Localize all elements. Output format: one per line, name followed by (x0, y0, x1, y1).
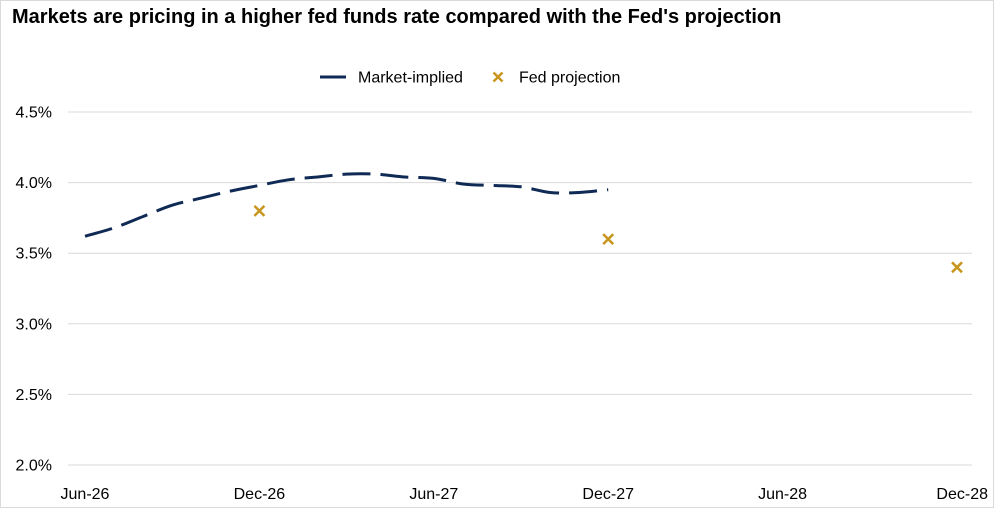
x-tick-label: Dec-28 (936, 486, 988, 503)
legend-item-fed-projection: Fed projection (492, 70, 620, 87)
legend: Market-implied Fed projection (320, 70, 620, 87)
y-tick-label: 2.5% (16, 387, 52, 404)
x-axis-ticks: Jun-26 Dec-26 Jun-27 Dec-27 Jun-28 Dec-28 (61, 486, 989, 503)
series-layer (84, 172, 963, 274)
market-implied-line (84, 172, 609, 238)
marker-stroke (951, 261, 963, 274)
y-tick-label: 3.5% (16, 246, 52, 263)
y-tick-label: 3.0% (16, 316, 52, 333)
legend-label-market-implied: Market-implied (358, 70, 463, 87)
marker-stroke (253, 204, 266, 217)
legend-swatch-stroke (492, 71, 504, 83)
marker-stroke (602, 233, 615, 245)
fed-projection-marker (253, 204, 266, 217)
fed-projection-marker (951, 261, 963, 274)
fed-projection-marker (602, 233, 615, 245)
chart-title: Markets are pricing in a higher fed fund… (12, 6, 782, 28)
legend-label-fed-projection: Fed projection (519, 70, 620, 87)
y-tick-label: 2.0% (16, 458, 52, 475)
gridlines (68, 111, 972, 466)
y-tick-label: 4.5% (16, 105, 52, 122)
x-tick-label: Dec-26 (234, 486, 286, 503)
legend-item-market-implied: Market-implied (320, 70, 463, 87)
x-tick-label: Dec-27 (582, 486, 634, 503)
x-tick-label: Jun-27 (409, 486, 458, 503)
y-tick-label: 4.0% (16, 175, 52, 192)
x-tick-label: Jun-28 (758, 486, 807, 503)
y-axis-ticks: 2.0% 2.5% 3.0% 3.5% 4.0% 4.5% (16, 105, 52, 475)
x-tick-label: Jun-26 (61, 486, 110, 503)
